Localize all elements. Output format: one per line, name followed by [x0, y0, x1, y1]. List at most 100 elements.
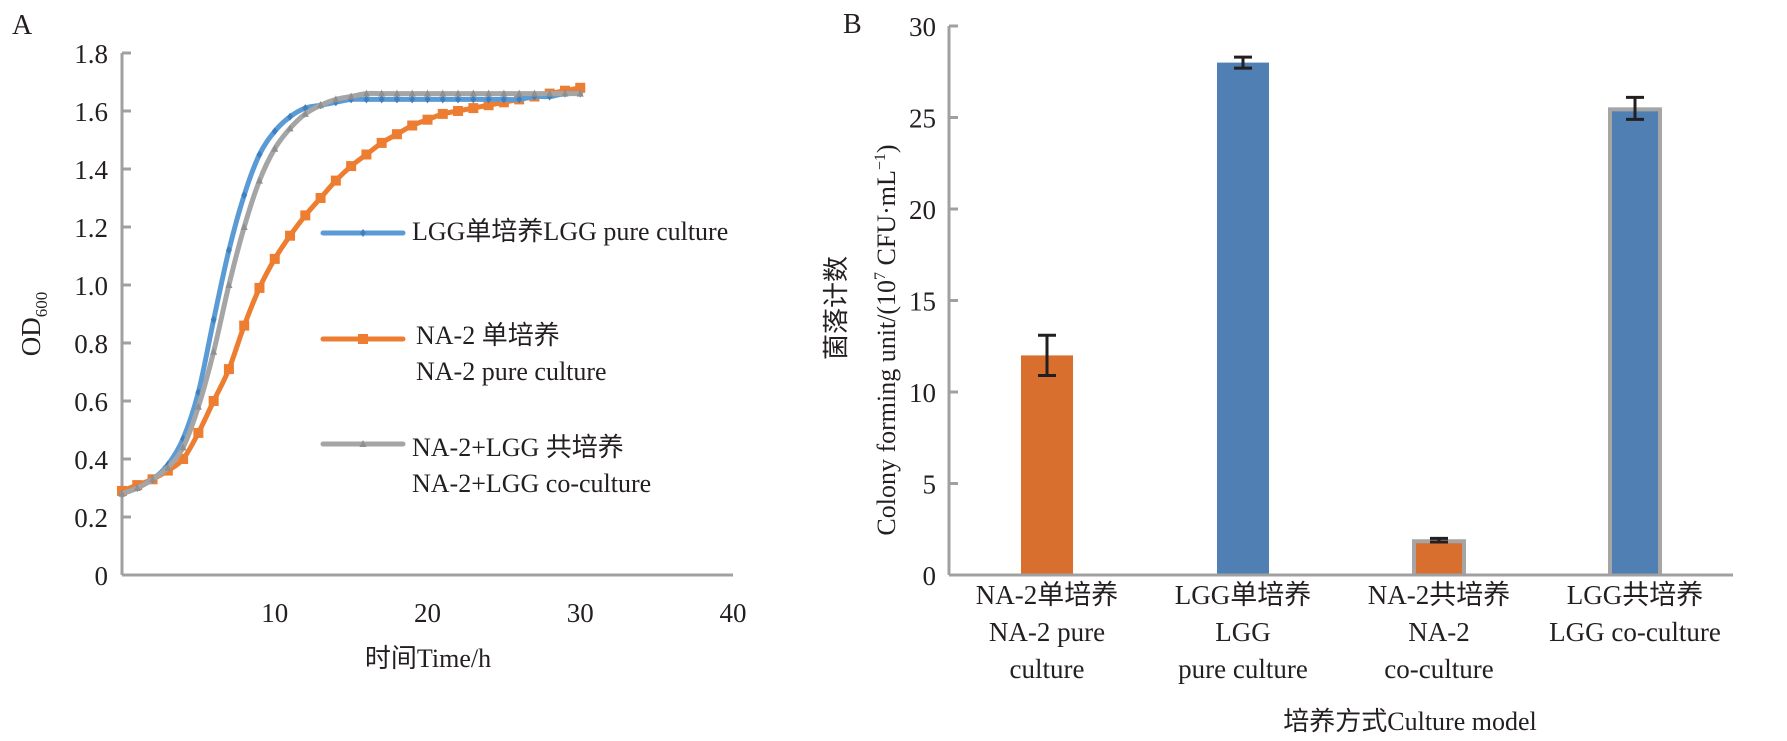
data-point-triangle — [286, 124, 294, 132]
x-tick-label: 30 — [567, 598, 594, 628]
bar-group — [1021, 333, 1073, 575]
data-point-square — [346, 161, 357, 172]
data-point-diamond — [241, 191, 248, 200]
y-tick-label: 1.8 — [74, 39, 108, 69]
data-point-triangle — [164, 463, 172, 471]
y-tick-label: 0 — [923, 561, 937, 591]
y-tick-label: 10 — [909, 378, 936, 408]
y-tick-label: 0.8 — [74, 329, 108, 359]
series-triangle — [118, 89, 584, 497]
data-point-diamond — [424, 95, 431, 104]
svg-text:Colony forming unit/(107 CFU·m: Colony forming unit/(107 CFU·mL−1) — [872, 144, 901, 535]
bar — [1416, 543, 1462, 575]
x-category-label: NA-2共培养 — [1368, 580, 1511, 610]
x-category-label: LGG共培养 — [1567, 580, 1704, 610]
panel-a-y-title: OD600 — [16, 292, 51, 357]
data-point-square — [330, 175, 341, 186]
svg-text:OD600: OD600 — [16, 292, 51, 357]
y-tick-label: 0.6 — [74, 387, 108, 417]
y-tick-label: 0.2 — [74, 503, 108, 533]
data-point-triangle — [561, 89, 569, 97]
y-tick-label: 15 — [909, 287, 936, 317]
data-point-triangle — [408, 89, 416, 97]
legend-label: NA-2+LGG co-culture — [412, 469, 651, 498]
data-point-square — [269, 253, 280, 264]
data-point-diamond — [470, 95, 477, 104]
y-tick-label: 1.6 — [74, 97, 108, 127]
data-point-triangle — [225, 281, 233, 288]
data-point-diamond — [363, 95, 370, 104]
data-point-diamond — [271, 127, 278, 136]
data-point-square — [407, 120, 418, 131]
legend-label: NA-2+LGG 共培养 — [412, 433, 624, 462]
bar-group — [1412, 536, 1466, 575]
data-point-square — [223, 364, 234, 375]
data-point-triangle — [485, 89, 493, 97]
legend-label: NA-2 单培养 — [416, 321, 560, 350]
data-point-triangle — [424, 89, 431, 97]
data-point-diamond — [393, 95, 400, 104]
data-point-diamond — [455, 95, 462, 104]
data-point-square — [437, 108, 448, 119]
x-category-label: culture — [1010, 654, 1085, 684]
data-point-triangle — [378, 89, 386, 97]
data-point-triangle — [469, 89, 477, 97]
data-point-diamond — [360, 229, 366, 237]
y-title-en-mid: CFU·mL — [872, 170, 901, 272]
data-point-diamond — [378, 95, 385, 104]
x-category-label: NA-2 — [1408, 617, 1470, 647]
x-category-label: LGG — [1215, 617, 1271, 647]
data-point-square — [254, 282, 265, 293]
x-category-label: co-culture — [1384, 654, 1493, 684]
x-category-label: NA-2单培养 — [976, 580, 1119, 610]
data-point-triangle — [439, 89, 447, 97]
data-point-triangle — [500, 89, 508, 97]
data-point-triangle — [347, 92, 355, 100]
data-point-square — [575, 82, 586, 93]
data-point-triangle — [362, 89, 370, 97]
y-tick-label: 0.4 — [74, 445, 108, 475]
data-point-diamond — [225, 246, 232, 255]
y-title-en-sup2: −1 — [872, 153, 889, 170]
data-point-triangle — [149, 475, 157, 483]
y-tick-label: 30 — [909, 12, 936, 42]
data-point-diamond — [500, 95, 507, 104]
data-point-diamond — [439, 95, 446, 104]
data-point-diamond — [287, 112, 294, 121]
data-point-triangle — [240, 223, 248, 230]
x-category-label: LGG co-culture — [1549, 617, 1721, 647]
y-title-en-sup: 7 — [872, 272, 889, 280]
bar-group — [1217, 55, 1269, 576]
y-title-od-subscript: 600 — [32, 292, 51, 318]
x-tick-label: 10 — [261, 598, 288, 628]
panel-b-label: B — [843, 9, 862, 40]
y-tick-label: 0 — [95, 561, 109, 591]
x-category-label: NA-2 pure — [989, 617, 1105, 647]
data-point-square — [300, 210, 311, 221]
bar — [1612, 111, 1658, 575]
data-point-triangle — [194, 402, 202, 410]
data-point-triangle — [255, 176, 263, 184]
data-point-square — [361, 149, 372, 160]
data-point-triangle — [454, 89, 462, 97]
data-point-diamond — [516, 95, 523, 104]
data-point-diamond — [256, 150, 263, 159]
legend-item: NA-2+LGG 共培养 NA-2+LGG co-culture — [320, 433, 651, 498]
data-point-square — [178, 454, 189, 464]
y-title-en-prefix: Colony forming unit/(10 — [872, 280, 901, 536]
y-title-od: OD — [16, 317, 46, 356]
data-point-triangle — [118, 489, 126, 497]
data-point-triangle — [576, 89, 584, 97]
panel-b-x-title: 培养方式Culture model — [1283, 707, 1536, 736]
legend-label: LGG单培养LGG pure culture — [412, 217, 728, 246]
panel-b-y-title-en: Colony forming unit/(107 CFU·mL−1) — [872, 144, 901, 535]
legend-item: NA-2 单培养 NA-2 pure culture — [320, 321, 607, 386]
data-point-triangle — [530, 89, 538, 97]
legend-label: NA-2 pure culture — [416, 357, 607, 386]
data-point-triangle — [332, 95, 340, 103]
y-tick-label: 5 — [923, 470, 937, 500]
data-point-square — [193, 427, 204, 438]
data-point-triangle — [133, 484, 141, 491]
data-point-square — [285, 230, 296, 241]
